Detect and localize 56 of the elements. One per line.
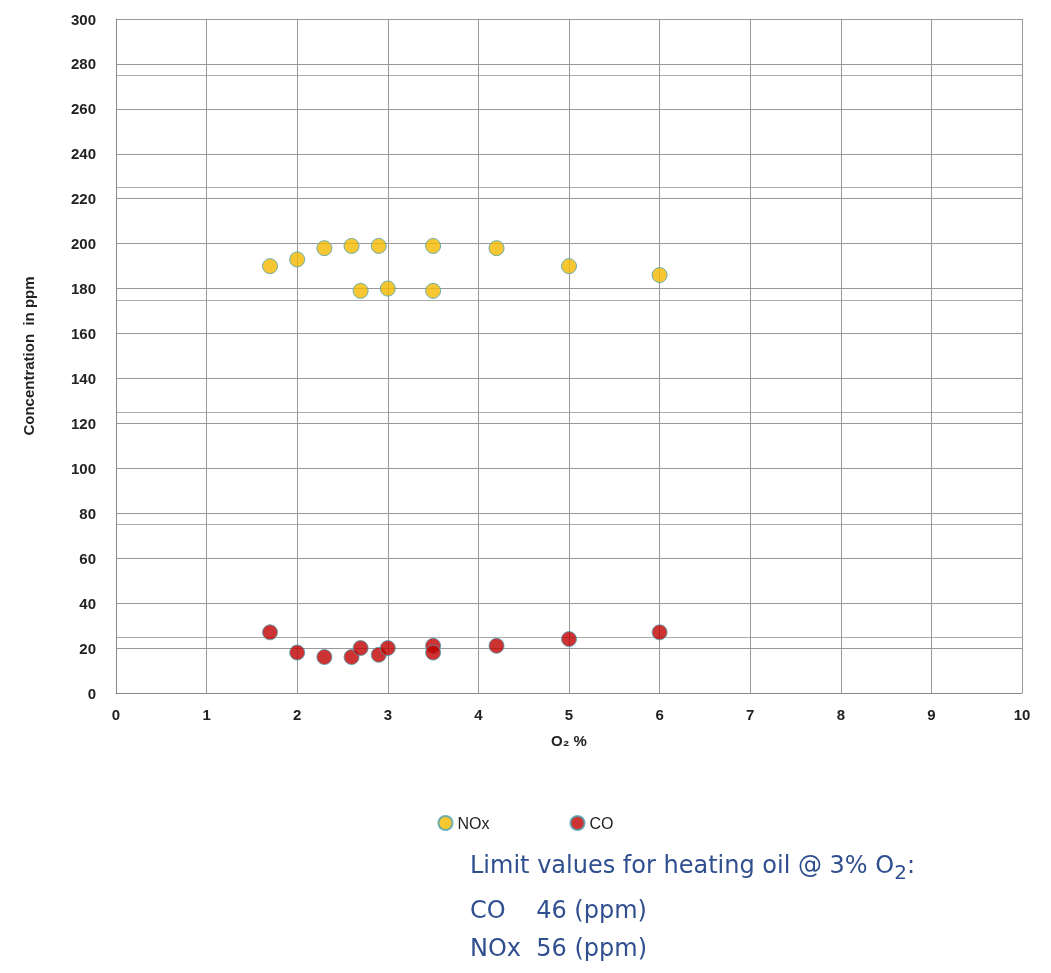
point [316, 649, 333, 666]
text: Limit values for heating oil @ 3% O$_{2}$: [470, 850, 915, 886]
y-tick-label: 260 [70, 100, 96, 118]
point [289, 251, 306, 268]
point [425, 282, 442, 299]
point [488, 240, 505, 257]
y-tick-label: 140 [70, 369, 96, 387]
point [379, 280, 396, 297]
y-tick-label: 120 [70, 414, 96, 432]
point [561, 258, 577, 275]
y-tick-label: 40 [79, 594, 96, 612]
y-tick-label: 20 [79, 639, 96, 657]
y-tick-label: 220 [70, 190, 96, 208]
y-tick-label: 180 [70, 280, 96, 298]
point [379, 640, 396, 657]
point [262, 624, 279, 641]
x-tick-label: 8 [836, 706, 845, 723]
point [488, 637, 505, 654]
x-tick-label: 0 [111, 706, 121, 723]
y-tick-label: 0 [87, 684, 96, 702]
point [262, 258, 279, 275]
point [352, 282, 369, 299]
x-tick-label: 7 [746, 706, 755, 723]
y-axis-title: Concentration in ppm [20, 276, 37, 436]
legend-label: CO [589, 814, 614, 832]
legend-label: NOx [457, 814, 490, 832]
y-tick-label: 300 [70, 10, 96, 28]
x-tick-label: 9 [927, 706, 936, 723]
y-tick-label: 280 [70, 55, 96, 73]
x-tick-label: 6 [655, 706, 664, 723]
x-tick-label: 3 [383, 706, 392, 723]
y-tick-label: 60 [79, 549, 96, 567]
point [343, 649, 360, 666]
x-tick-label: 5 [564, 706, 574, 723]
text: NOx 56 (ppm) [470, 932, 649, 964]
point [289, 644, 306, 661]
text: CO 46 (ppm) [470, 894, 648, 926]
x-tick-label: 2 [293, 706, 302, 723]
point [651, 624, 668, 641]
point [343, 237, 360, 254]
point [425, 644, 442, 661]
point [316, 240, 333, 257]
point [651, 267, 668, 284]
x-axis-title: O₂ % [551, 732, 587, 749]
point [370, 237, 387, 254]
y-tick-label: 240 [70, 145, 96, 163]
y-tick-label: 160 [70, 325, 96, 343]
y-tick-label: 100 [70, 459, 96, 477]
y-tick-label: 200 [70, 235, 96, 253]
y-tick-label: 80 [79, 504, 96, 522]
point [425, 237, 442, 254]
x-tick-label: 1 [202, 706, 211, 723]
x-tick-label: 4 [474, 706, 484, 723]
point [561, 631, 577, 648]
point [352, 640, 369, 657]
x-tick-label: 10 [1013, 706, 1031, 723]
